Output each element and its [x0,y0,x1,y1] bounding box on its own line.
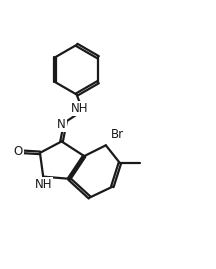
Text: N: N [57,118,66,131]
Text: O: O [14,145,23,158]
Text: NH: NH [71,102,89,115]
Text: NH: NH [34,178,52,191]
Text: Br: Br [111,128,124,141]
